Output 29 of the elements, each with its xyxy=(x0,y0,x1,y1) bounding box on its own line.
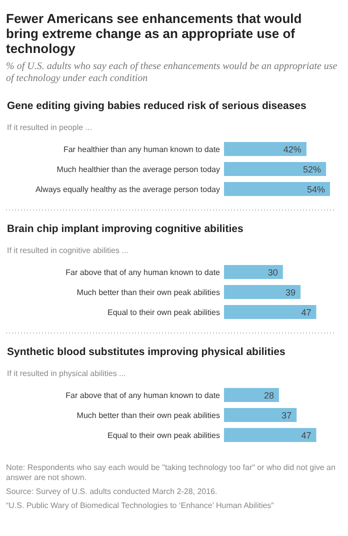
data-label: 54% xyxy=(306,184,325,194)
chart-subtitle: % of U.S. adults who say each of these enhancements would be an appropriate use of technology under each condition xyxy=(6,61,338,84)
y-tick-label: Much better than their own peak abilities xyxy=(76,288,220,297)
y-tick-label: Much better than their own peak abilities xyxy=(76,411,220,420)
data-label: 42% xyxy=(283,144,302,154)
y-tick-label: Equal to their own peak abilities xyxy=(107,308,220,317)
text: Note: Respondents who say each would be "taking technology too far" or who did not give an answer are not shown. xyxy=(6,463,336,482)
data-label: 37 xyxy=(282,410,292,420)
y-axis-title: If it resulted in cognitive abilities ... xyxy=(7,246,128,255)
y-axis-title: If it resulted in physical abilities ... xyxy=(7,369,126,378)
text: “U.S. Public Wary of Biomedical Technologies to ‘Enhance’ Human Abilities” xyxy=(6,501,274,510)
y-axis-title: If it resulted in people ... xyxy=(7,123,92,132)
chart-title: Fewer Americans see enhancements that would bring extreme change as an appropriate use of technology xyxy=(6,11,302,56)
source-note: Source: Survey of U.S. adults conducted March 2-28, 2016. xyxy=(6,487,218,496)
y-tick-label: Far above that of any human known to date xyxy=(66,391,221,400)
data-label: 30 xyxy=(268,268,278,278)
data-label: 47 xyxy=(301,430,312,440)
data-label: 39 xyxy=(286,288,296,298)
y-tick-label: Much healthier than the average person today xyxy=(56,165,220,174)
x-axis-title: Brain chip implant improving cognitive abilities xyxy=(7,223,244,235)
y-tick-label: Far above that of any human known to date xyxy=(66,268,221,277)
data-label: 47 xyxy=(301,308,312,318)
x-axis-title: Synthetic blood substitutes improving physical abilities xyxy=(7,346,286,358)
data-label: 52% xyxy=(303,164,322,174)
data-label: 28 xyxy=(264,390,274,400)
x-axis-title: Gene editing giving babies reduced risk of serious diseases xyxy=(7,100,307,112)
y-tick-label: Far healthier than any human known to date xyxy=(63,145,221,154)
y-tick-label: Always equally healthy as the average person today xyxy=(35,185,220,194)
y-tick-label: Equal to their own peak abilities xyxy=(107,431,220,440)
